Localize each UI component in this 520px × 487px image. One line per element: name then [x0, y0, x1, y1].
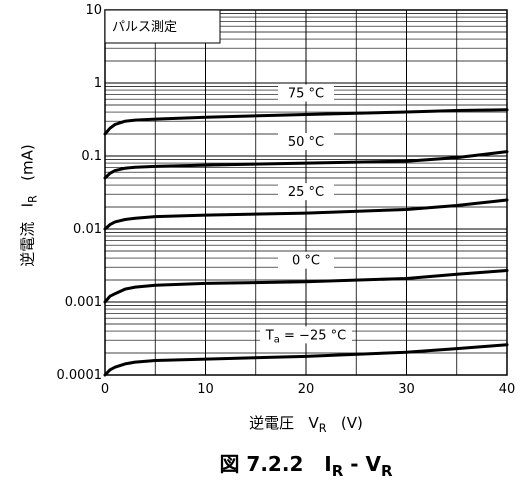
series-label-3: 0 °C — [278, 251, 334, 269]
y-tick-label: 0.001 — [65, 295, 102, 310]
y-axis-unit: (mA) — [18, 143, 37, 181]
series-label-bg — [278, 251, 334, 269]
series-label-text: 50 °C — [288, 135, 324, 150]
x-axis-title: 逆電圧 VR (V) — [105, 412, 507, 435]
y-tick-label: 0.1 — [81, 149, 102, 164]
y-tick-label: 0.01 — [73, 222, 102, 237]
series-label-text: 75 °C — [288, 87, 324, 102]
grid-layer — [105, 10, 507, 375]
x-tick-label: 20 — [298, 382, 315, 397]
plot-frame — [104, 9, 508, 376]
series-line-1 — [103, 150, 509, 180]
series-label-bg — [278, 84, 334, 102]
annotation-box-text: パルス測定 — [112, 20, 177, 35]
series-label-text: 25 °C — [288, 185, 324, 200]
caption-rhs-sub: R — [380, 462, 393, 481]
figure-caption: 図 7.2.2 IR - VR — [105, 448, 507, 481]
y-axis-title-text: 逆電流 — [18, 221, 37, 267]
x-axis-title-text: 逆電圧 — [249, 414, 295, 432]
series-label-bg — [260, 326, 352, 344]
series-label-4: Ta = −25 °C — [260, 326, 352, 345]
series-label-bg — [278, 183, 334, 201]
x-tick-label: 30 — [398, 382, 415, 397]
series-line-3 — [103, 269, 509, 304]
labels-layer: 75 °C 50 °C 25 °C 0 °C Ta = −25 °C — [260, 84, 352, 345]
caption-prefix: 図 7.2.2 — [219, 452, 304, 476]
series-label-text: 0 °C — [292, 254, 320, 269]
annotation-box: パルス測定 — [104, 9, 221, 44]
x-tick-label: 10 — [197, 382, 214, 397]
series-label-text: Ta = −25 °C — [265, 328, 346, 345]
series-line-4 — [103, 343, 509, 377]
caption-rhs: V — [365, 452, 381, 476]
caption-lhs: I — [324, 452, 332, 476]
y-axis-var-sub: R — [26, 194, 40, 203]
x-tick-label: 40 — [499, 382, 516, 397]
caption-lhs-sub: R — [331, 462, 344, 481]
y-tick-label: 1 — [94, 76, 102, 91]
y-axis-var: I — [18, 202, 37, 207]
x-tick-label: 0 — [101, 382, 109, 397]
series-line-0 — [103, 108, 509, 136]
series-label-bg — [278, 133, 334, 151]
x-axis-var: V — [308, 414, 319, 432]
ticks-layer: 0 10 20 30 40 0.0001 0.001 0.01 0.1 1 10 — [57, 3, 516, 397]
x-axis-var-sub: R — [318, 421, 327, 435]
y-tick-label: 10 — [85, 3, 102, 18]
x-axis-unit: (V) — [340, 414, 363, 432]
y-axis-title: 逆電流 IR (mA) — [12, 105, 42, 305]
annotation-box-frame — [104, 9, 221, 44]
y-tick-label: 0.0001 — [57, 368, 103, 383]
series-label-2: 25 °C — [278, 183, 334, 201]
series-line-2 — [103, 198, 509, 231]
series-label-0: 75 °C — [278, 84, 334, 102]
series-layer — [103, 108, 509, 377]
series-label-1: 50 °C — [278, 133, 334, 151]
caption-sep: - — [343, 452, 366, 476]
